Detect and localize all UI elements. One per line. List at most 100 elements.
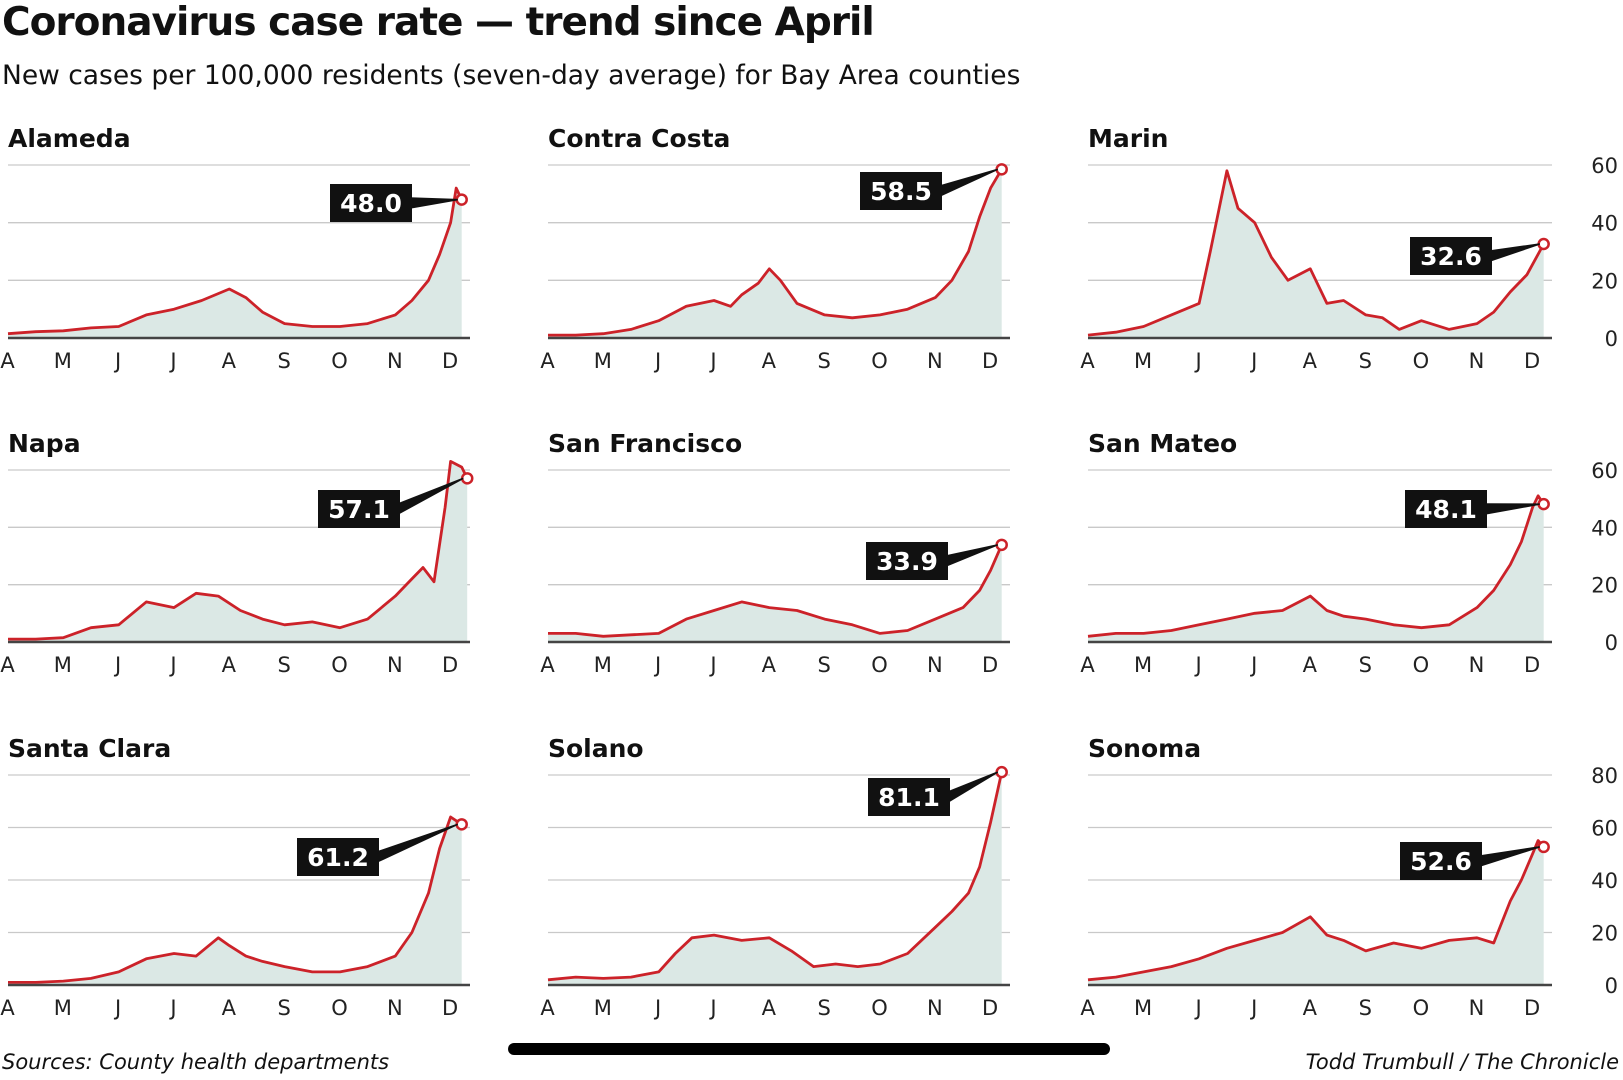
last-value-label: 58.5 (870, 177, 932, 206)
callout-leader (947, 771, 999, 804)
callout-box (1410, 237, 1492, 275)
x-tick-label: J (168, 653, 177, 677)
x-tick-label: D (982, 653, 999, 677)
panel-napa: Napa A M J J A S O N D 57.1 (0, 429, 474, 677)
callout-leader (1489, 243, 1540, 263)
callout-box (860, 172, 942, 210)
last-value-label: 61.2 (307, 843, 369, 872)
panel-solano: Solano A M J J A S O N D 81.1 (540, 734, 1010, 1020)
x-tick-label: S (817, 653, 831, 677)
x-tick-label: A (1303, 653, 1318, 677)
x-tick-label: A (1303, 996, 1318, 1020)
y-tick-label: 0 (1605, 631, 1618, 655)
x-tick-label: M (594, 653, 613, 677)
last-value-label: 48.1 (1415, 495, 1477, 524)
x-tick-label: D (1524, 653, 1541, 677)
panel-contra-costa: Contra Costa A M J J A S O N D 58.5 (540, 124, 1010, 373)
x-tick-label: A (0, 349, 15, 373)
y-tick-label: 40 (1591, 516, 1618, 540)
y-tick-label: 0 (1605, 327, 1618, 351)
x-tick-label: M (54, 996, 73, 1020)
callout-leader (945, 544, 998, 568)
last-value-label: 32.6 (1420, 242, 1482, 271)
last-value-label: 57.1 (328, 495, 390, 524)
x-tick-label: J (653, 349, 662, 373)
y-tick-label: 60 (1591, 459, 1618, 483)
y-tick-label: 20 (1591, 269, 1618, 293)
x-tick-label: J (1249, 349, 1258, 373)
x-tick-label: M (54, 349, 73, 373)
y-tick-label: 60 (1591, 154, 1618, 178)
x-tick-label: N (927, 349, 944, 373)
series-line (1087, 494, 1545, 638)
x-tick-label: D (982, 996, 999, 1020)
area-fill (548, 169, 1002, 338)
x-tick-label: A (540, 996, 555, 1020)
x-tick-label: N (927, 996, 944, 1020)
callout-box (868, 778, 950, 816)
panel-san-mateo: San Mateo A M J J A S O N D 0 20 40 60 48.1 (1080, 429, 1618, 677)
x-tick-label: J (1249, 996, 1258, 1020)
x-tick-label: S (1359, 349, 1373, 373)
x-tick-label: N (1469, 349, 1486, 373)
area-fill (8, 188, 462, 338)
last-value-marker (460, 472, 474, 485)
x-tick-label: S (277, 996, 291, 1020)
x-tick-label: A (762, 996, 777, 1020)
x-tick-label: J (1194, 349, 1203, 373)
panel-marin: Marin A M J J A S O N D 0 20 40 60 32.6 (1080, 124, 1618, 373)
x-tick-label: A (540, 653, 555, 677)
x-tick-label: D (1524, 996, 1541, 1020)
x-tick-label: A (762, 653, 777, 677)
x-tick-label: J (113, 653, 122, 677)
last-value-marker (995, 538, 1008, 552)
x-tick-label: A (0, 996, 15, 1020)
x-tick-label: J (653, 996, 662, 1020)
county-label: Marin (1088, 124, 1168, 153)
y-tick-label: 20 (1591, 574, 1618, 598)
x-tick-label: O (1413, 996, 1431, 1020)
last-value-marker (995, 765, 1008, 779)
x-tick-label: D (442, 996, 459, 1020)
last-value-marker (455, 818, 468, 831)
x-tick-label: A (1080, 653, 1095, 677)
callout-box (330, 184, 412, 222)
y-tick-label: 20 (1591, 922, 1618, 946)
callout-leader (409, 197, 458, 209)
county-label: Santa Clara (8, 734, 171, 763)
last-value-label: 33.9 (876, 547, 938, 576)
credit-note: Todd Trumbull / The Chronicle (1305, 1050, 1619, 1074)
x-tick-label: A (0, 653, 15, 677)
x-tick-label: J (1194, 996, 1203, 1020)
series-line (7, 186, 463, 336)
county-label: Contra Costa (548, 124, 730, 153)
panel-santa-clara: Santa Clara A M J J A S O N D 61.2 (0, 734, 470, 1020)
x-tick-label: D (982, 349, 999, 373)
x-tick-label: S (1359, 996, 1373, 1020)
callout-box (1405, 490, 1487, 528)
county-label: Alameda (8, 124, 131, 153)
x-tick-label: N (387, 349, 404, 373)
x-tick-label: J (708, 653, 717, 677)
x-tick-label: J (708, 996, 717, 1020)
x-tick-label: S (1359, 653, 1373, 677)
panel-alameda: Alameda A M J J A S O N D 48.0 (0, 124, 470, 373)
x-tick-label: A (222, 996, 237, 1020)
x-tick-label: J (1249, 653, 1258, 677)
y-tick-label: 80 (1591, 764, 1618, 788)
x-tick-label: A (1303, 349, 1318, 373)
series-line (1087, 169, 1545, 337)
y-tick-label: 0 (1605, 974, 1618, 998)
x-tick-label: S (817, 349, 831, 373)
x-tick-label: D (442, 653, 459, 677)
series-line (548, 544, 1003, 638)
area-fill (8, 817, 462, 985)
chart-subtitle: New cases per 100,000 residents (seven-d… (2, 60, 1021, 91)
x-tick-label: O (871, 349, 889, 373)
last-value-label: 81.1 (878, 783, 940, 812)
series-line (547, 771, 1004, 982)
y-tick-label: 40 (1591, 212, 1618, 236)
callout-box (297, 838, 379, 876)
county-label: Sonoma (1088, 734, 1201, 763)
